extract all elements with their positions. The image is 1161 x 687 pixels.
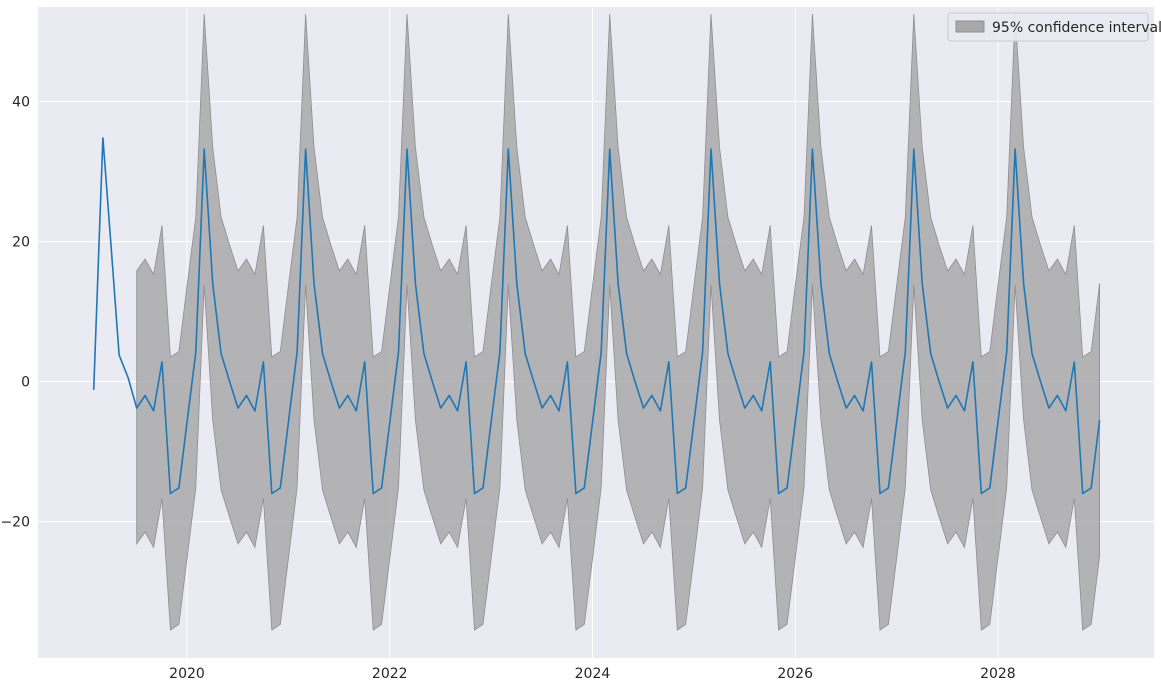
y-tick-label: 0 [21,375,30,391]
confidence-band [136,13,1100,631]
confidence-band-layer [136,13,1100,631]
x-tick-label: 2024 [575,666,611,682]
x-tick-label: 2022 [372,666,408,682]
legend-swatch-icon [955,20,985,33]
legend-box [947,12,1149,42]
y-tick-label: 20 [12,235,30,251]
y-tick-label: 40 [12,95,30,111]
legend: 95% confidence interval [947,12,1161,42]
legend-label: 95% confidence interval [992,20,1161,36]
x-axis-ticks: 2020 2022 2024 2026 2028 [169,666,1016,682]
y-tick-label: −20 [0,515,30,531]
y-axis-ticks: −20 0 20 40 [0,95,30,531]
x-tick-label: 2020 [169,666,205,682]
x-tick-label: 2028 [980,666,1016,682]
series-line [92,137,1101,495]
series-line-layer [92,137,1101,495]
x-tick-label: 2026 [777,666,813,682]
